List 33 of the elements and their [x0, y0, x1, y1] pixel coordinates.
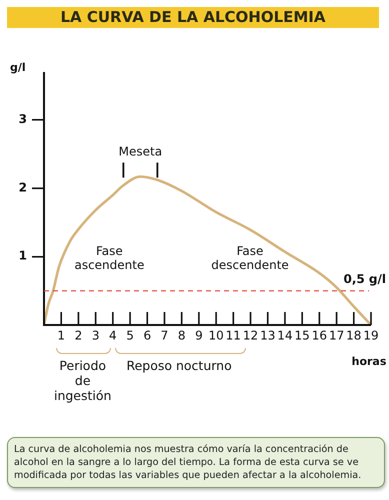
annotation: Fase ascendente [74, 244, 144, 272]
text: Periodo de ingestión [52, 358, 112, 403]
x-tick-label: 13 [260, 328, 276, 342]
x-tick-label: 9 [195, 328, 203, 342]
line-series [44, 175, 371, 325]
x-tick-label: 8 [178, 328, 186, 342]
x-tick-label: 7 [160, 328, 168, 342]
chart-title: LA CURVA DE LA ALCOHOLEMIA [7, 7, 379, 28]
x-tick-label: 12 [242, 328, 258, 342]
x-tick-label: 6 [143, 328, 152, 342]
x-tick-label: 5 [126, 328, 134, 342]
x-tick-label: 19 [363, 328, 379, 342]
annotation: Fase descendente [211, 244, 289, 272]
x-tick-label: 15 [294, 328, 310, 342]
x-axis-title: horas [352, 354, 387, 368]
y-axis-title: g/l [10, 60, 26, 74]
text: Reposo nocturno [125, 358, 233, 373]
y-tick-label: 2 [18, 180, 27, 194]
x-tick-label: 4 [109, 328, 117, 342]
x-tick-label: 17 [328, 328, 344, 342]
ref-line-label: 0,5 g/l [343, 272, 386, 286]
y-tick-label: 3 [18, 112, 27, 126]
x-tick-label: 14 [277, 328, 293, 342]
text: La curva de alcoholemia nos muestra cómo varía la concentración de alcohol en la sangre a lo largo del tiempo. La forma de esta curva se ve modificada por todas las variables que pueden afectar a la alcoholemia. [7, 437, 385, 488]
x-tick-label: 2 [74, 328, 82, 342]
x-tick-label: 10 [208, 328, 224, 342]
annotation: Meseta [118, 144, 162, 159]
x-tick-label: 3 [92, 328, 100, 342]
y-tick-label: 1 [18, 248, 27, 263]
x-tick-label: 1 [57, 328, 66, 342]
x-tick-label: 18 [346, 328, 362, 342]
x-tick-label: 11 [226, 328, 241, 342]
x-tick-label: 16 [312, 328, 328, 342]
